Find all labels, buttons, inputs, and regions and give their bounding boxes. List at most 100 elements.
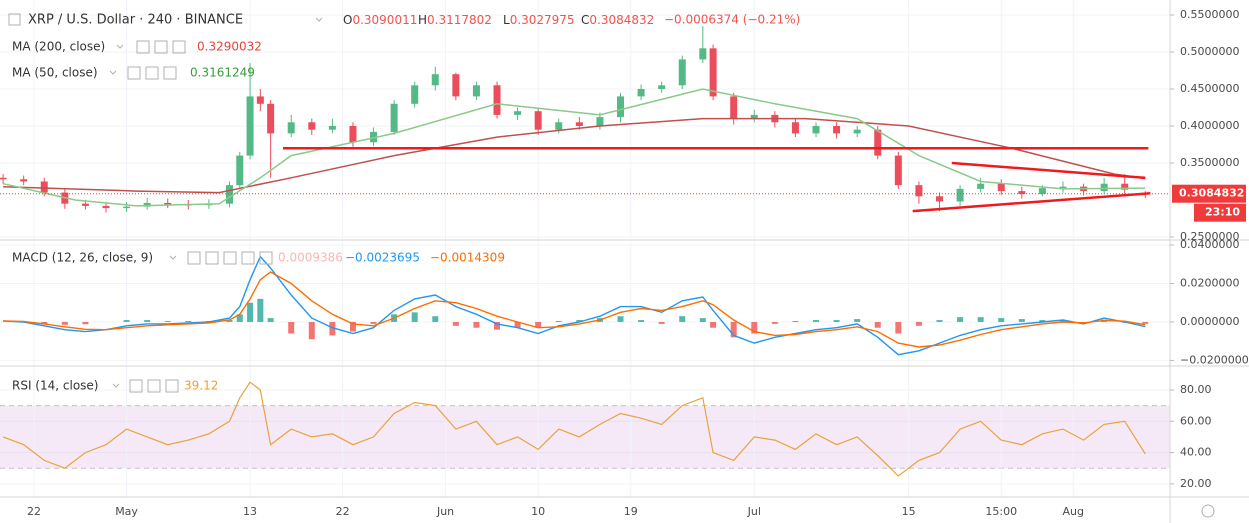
- ohlc-open: O0.3090011: [343, 13, 417, 27]
- y-tick-label: −0.0200000: [1180, 353, 1249, 366]
- moving-average: [2, 88, 1146, 207]
- candle-body: [730, 96, 738, 119]
- candle-body: [0, 177, 7, 180]
- legend-value: 0.0009386: [278, 251, 343, 265]
- candle-body: [997, 183, 1005, 192]
- histogram-bar: [432, 316, 439, 322]
- legend-value: 0.3290032: [197, 40, 262, 54]
- settings-icon[interactable]: [1201, 504, 1215, 518]
- candle-body: [308, 122, 316, 130]
- candle-body: [431, 74, 439, 86]
- candle-body: [40, 181, 48, 193]
- candle-body: [575, 122, 583, 126]
- candle-body: [102, 205, 110, 209]
- x-tick-label: 22: [27, 505, 41, 518]
- candle-body: [1059, 186, 1067, 189]
- legend-icons[interactable]: [127, 66, 177, 80]
- legend-value: 0.3161249: [190, 66, 255, 80]
- dropdown[interactable]: [116, 44, 124, 49]
- histogram-bar: [226, 320, 233, 322]
- dropdown[interactable]: [109, 70, 117, 75]
- x-tick-label: May: [115, 505, 138, 518]
- histogram-bar: [874, 321, 881, 328]
- histogram-bar: [771, 321, 778, 324]
- candle-body: [915, 185, 923, 197]
- y-tick-label: 0.4000000: [1180, 119, 1240, 132]
- legend-name: MA (200, close): [12, 40, 105, 54]
- x-tick-label: 10: [531, 505, 545, 518]
- histogram-bar: [514, 321, 521, 328]
- y-tick-label: 80.00: [1180, 383, 1212, 396]
- histogram-bar: [699, 318, 706, 322]
- histogram-bar: [638, 320, 645, 322]
- legend-name: MACD (12, 26, close, 9): [12, 251, 153, 265]
- countdown-box: [1194, 203, 1246, 222]
- candle-body: [555, 122, 563, 130]
- candle-body: [472, 85, 480, 97]
- dropdown[interactable]: [169, 255, 177, 260]
- candle-body: [935, 196, 943, 202]
- dropdown[interactable]: [315, 17, 323, 22]
- histogram-bar: [473, 321, 480, 328]
- histogram-bar: [123, 320, 130, 322]
- candle-body: [123, 206, 131, 209]
- histogram-bar: [1142, 321, 1149, 324]
- symbol-title: XRP / U.S. Dollar · 240 · BINANCE: [28, 13, 243, 28]
- histogram-bar: [452, 321, 459, 326]
- candle-body: [750, 114, 758, 119]
- histogram-bar: [535, 321, 542, 328]
- signal-line: [3, 271, 1146, 348]
- y-tick-label: 0.0000000: [1180, 315, 1240, 328]
- x-tick-label: 22: [336, 505, 350, 518]
- candle-body: [81, 203, 89, 206]
- y-tick-label: 40.00: [1180, 446, 1212, 459]
- histogram-bar: [957, 317, 964, 322]
- candle-body: [1121, 183, 1129, 190]
- legend-icons[interactable]: [187, 251, 273, 265]
- candle-body: [977, 183, 985, 189]
- histogram-bar: [936, 320, 943, 322]
- candle-body: [534, 111, 542, 130]
- histogram-bar: [164, 321, 171, 322]
- legend-value: 39.12: [184, 379, 218, 393]
- macd-line: [3, 255, 1146, 356]
- histogram-bar: [257, 298, 264, 322]
- histogram-bar: [185, 321, 192, 322]
- x-tick-label: 19: [624, 505, 638, 518]
- candle-body: [164, 202, 172, 205]
- histogram-bar: [370, 321, 377, 324]
- ohlc-low: L0.3027975: [503, 13, 575, 27]
- histogram-bar: [751, 321, 758, 334]
- histogram-bar: [41, 321, 48, 324]
- candle-body: [617, 96, 625, 118]
- y-tick-label: 20.00: [1180, 477, 1212, 490]
- candle-body: [853, 129, 861, 134]
- y-tick-label: 0.4500000: [1180, 82, 1240, 95]
- histogram-bar: [833, 320, 840, 322]
- histogram-bar: [329, 321, 336, 336]
- candle-body: [349, 125, 357, 143]
- x-tick-label: 15: [902, 505, 916, 518]
- candle-body: [874, 129, 882, 156]
- candle-body: [328, 125, 336, 130]
- y-tick-label: 0.5000000: [1180, 45, 1240, 58]
- dropdown[interactable]: [112, 383, 120, 388]
- change: −0.0006374 (−0.21%): [664, 13, 800, 27]
- candle-body: [246, 96, 254, 156]
- trendline: [912, 192, 1151, 213]
- candle-body: [1038, 188, 1046, 195]
- x-tick-label: Aug: [1063, 505, 1084, 518]
- legend-name: RSI (14, close): [12, 379, 98, 393]
- moving-average: [3, 117, 1146, 194]
- candle-body: [956, 188, 964, 202]
- candle-body: [390, 103, 398, 132]
- candle-body: [267, 103, 275, 134]
- legend-icons[interactable]: [136, 40, 186, 54]
- histogram-bar: [617, 316, 624, 322]
- collapse-icon[interactable]: [8, 13, 21, 26]
- legend-icons[interactable]: [129, 379, 179, 393]
- histogram-bar: [730, 321, 737, 338]
- x-tick-label: Jun: [436, 505, 454, 518]
- ohlc-close: C0.3084832: [581, 13, 654, 27]
